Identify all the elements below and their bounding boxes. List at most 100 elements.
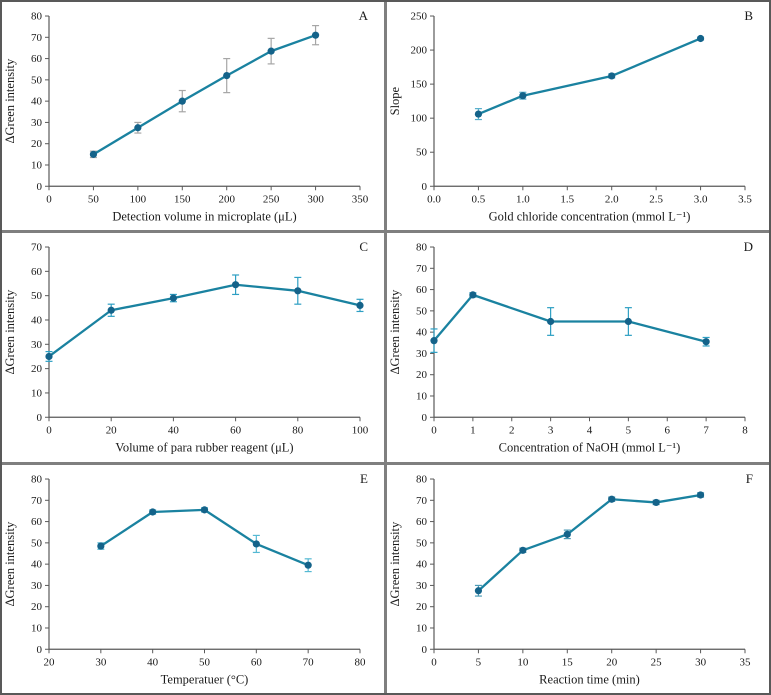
panel-e: 0 10 20 30 40 50 60 70 80 20 30 40 50 60 70 80 Temperatu… [2, 464, 384, 693]
svg-text:Volume of para rubber reagent: Volume of para rubber reagent (μL) [115, 441, 293, 455]
svg-text:50: 50 [416, 306, 427, 318]
svg-text:1.0: 1.0 [516, 193, 530, 205]
chart-canvas-d: 0 10 20 30 40 50 60 70 80 0 1 2 3 4 5 6 7 8 Concentration … [388, 242, 748, 455]
svg-text:Temperatuer (°C): Temperatuer (°C) [161, 672, 249, 686]
svg-text:2.5: 2.5 [649, 193, 663, 205]
svg-text:40: 40 [416, 327, 427, 339]
svg-text:70: 70 [416, 263, 427, 275]
svg-text:70: 70 [303, 656, 314, 668]
svg-text:ΔGreen intensity: ΔGreen intensity [388, 289, 402, 375]
panel-letter-e: E [360, 470, 368, 486]
svg-text:50: 50 [31, 537, 42, 549]
svg-text:60: 60 [230, 425, 241, 437]
svg-text:60: 60 [416, 516, 427, 528]
svg-text:50: 50 [88, 193, 99, 205]
svg-text:70: 70 [31, 242, 42, 254]
svg-text:50: 50 [416, 147, 427, 159]
svg-text:6: 6 [665, 425, 671, 437]
chart-canvas-e: 0 10 20 30 40 50 60 70 80 20 30 40 50 60 70 80 Temperatu… [3, 473, 366, 686]
svg-text:40: 40 [31, 558, 42, 570]
svg-text:70: 70 [31, 32, 42, 44]
svg-text:25: 25 [651, 656, 662, 668]
svg-text:100: 100 [411, 113, 428, 125]
svg-text:30: 30 [695, 656, 706, 668]
svg-text:ΔGreen intensity: ΔGreen intensity [3, 521, 17, 607]
svg-text:350: 350 [352, 193, 369, 205]
svg-text:8: 8 [742, 425, 748, 437]
svg-text:3.0: 3.0 [694, 193, 708, 205]
svg-text:20: 20 [44, 656, 55, 668]
svg-text:0: 0 [431, 656, 437, 668]
svg-text:Detection volume in microplate: Detection volume in microplate (μL) [112, 209, 296, 223]
svg-text:2.0: 2.0 [605, 193, 619, 205]
panel-letter-d: D [743, 239, 753, 255]
panel-c: 0 10 20 30 40 50 60 70 0 20 40 60 80 100 Volume of par… [2, 233, 384, 462]
svg-text:10: 10 [517, 656, 528, 668]
svg-text:0: 0 [422, 643, 428, 655]
svg-text:0: 0 [37, 643, 43, 655]
chart-canvas-c: 0 10 20 30 40 50 60 70 0 20 40 60 80 100 Volume of par… [3, 242, 369, 455]
panel-a: 0 10 20 30 40 50 60 70 80 0 50 100 150 200 250 300 350 De… [2, 2, 384, 231]
panel-letter-a: A [358, 8, 368, 23]
svg-text:20: 20 [606, 656, 617, 668]
svg-text:80: 80 [355, 656, 366, 668]
svg-text:10: 10 [416, 622, 427, 634]
svg-text:ΔGreen intensity: ΔGreen intensity [3, 289, 17, 375]
svg-text:0: 0 [37, 181, 43, 193]
svg-text:20: 20 [106, 425, 117, 437]
svg-text:10: 10 [416, 391, 427, 403]
svg-text:80: 80 [416, 473, 427, 485]
svg-text:250: 250 [411, 11, 428, 23]
svg-text:80: 80 [416, 242, 427, 254]
svg-text:0: 0 [422, 412, 428, 424]
svg-text:35: 35 [740, 656, 751, 668]
svg-text:3: 3 [548, 425, 554, 437]
svg-text:Reaction time (min): Reaction time (min) [539, 672, 640, 686]
svg-text:200: 200 [218, 193, 235, 205]
svg-text:0: 0 [46, 425, 52, 437]
svg-text:2: 2 [509, 425, 514, 437]
svg-text:30: 30 [31, 339, 42, 351]
chart-canvas-b: 0 50 100 150 200 250 0.0 0.5 1.0 1.5 2.0 2.5 3.0 3.5 G… [388, 11, 752, 224]
svg-text:80: 80 [31, 473, 42, 485]
svg-text:ΔGreen intensity: ΔGreen intensity [388, 521, 402, 607]
svg-text:60: 60 [31, 53, 42, 65]
svg-text:150: 150 [174, 193, 191, 205]
svg-text:20: 20 [416, 370, 427, 382]
panel-letter-b: B [744, 8, 753, 23]
svg-text:50: 50 [31, 74, 42, 86]
svg-text:Slope: Slope [388, 86, 402, 115]
chart-canvas-f: 0 10 20 30 40 50 60 70 80 0 5 10 15 20 25 30 35 Reaction … [388, 473, 751, 686]
svg-text:80: 80 [31, 11, 42, 23]
svg-text:60: 60 [31, 516, 42, 528]
chart-canvas-a: 0 10 20 30 40 50 60 70 80 0 50 100 150 200 250 300 350 De… [3, 11, 369, 224]
panel-d: 0 10 20 30 40 50 60 70 80 0 1 2 3 4 5 6 7 8 Concentration … [387, 233, 769, 462]
panel-b: 0 50 100 150 200 250 0.0 0.5 1.0 1.5 2.0 2.5 3.0 3.5 G… [387, 2, 769, 231]
svg-text:3.5: 3.5 [738, 193, 752, 205]
svg-text:40: 40 [31, 315, 42, 327]
svg-text:40: 40 [31, 96, 42, 108]
svg-text:0: 0 [422, 181, 428, 193]
svg-text:5: 5 [626, 425, 632, 437]
svg-text:70: 70 [416, 494, 427, 506]
svg-text:Concentration of NaOH (mmol L⁻: Concentration of NaOH (mmol L⁻¹) [499, 441, 681, 455]
svg-text:5: 5 [476, 656, 482, 668]
svg-text:30: 30 [95, 656, 106, 668]
svg-text:300: 300 [307, 193, 324, 205]
svg-text:10: 10 [31, 159, 42, 171]
svg-text:100: 100 [352, 425, 369, 437]
svg-text:1: 1 [470, 425, 475, 437]
svg-text:20: 20 [31, 601, 42, 613]
svg-text:40: 40 [168, 425, 179, 437]
svg-text:40: 40 [416, 558, 427, 570]
svg-text:10: 10 [31, 388, 42, 400]
panel-f: 0 10 20 30 40 50 60 70 80 0 5 10 15 20 25 30 35 Reaction … [387, 464, 769, 693]
svg-text:50: 50 [31, 290, 42, 302]
svg-text:80: 80 [292, 425, 303, 437]
svg-text:40: 40 [147, 656, 158, 668]
svg-text:0.0: 0.0 [427, 193, 441, 205]
panel-letter-f: F [745, 470, 753, 486]
svg-text:30: 30 [31, 117, 42, 129]
svg-text:20: 20 [31, 138, 42, 150]
